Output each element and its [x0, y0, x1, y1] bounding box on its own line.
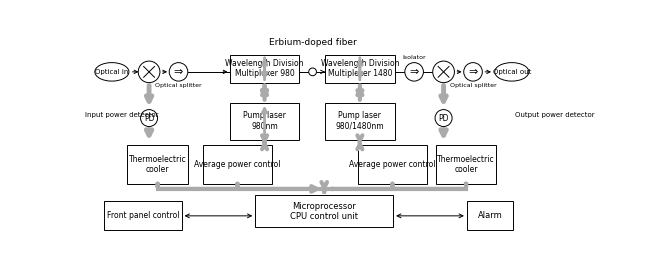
Bar — [230, 103, 299, 140]
Bar — [256, 195, 393, 227]
Text: PD: PD — [144, 113, 155, 123]
Text: Optical out: Optical out — [492, 69, 531, 75]
Text: ⇒: ⇒ — [174, 67, 183, 77]
Ellipse shape — [95, 63, 129, 81]
Text: Front panel control: Front panel control — [107, 211, 179, 220]
Ellipse shape — [435, 110, 452, 126]
Ellipse shape — [405, 63, 423, 81]
Text: Output power detector: Output power detector — [515, 112, 595, 118]
Bar — [104, 201, 182, 230]
Text: Average power control: Average power control — [349, 160, 435, 169]
Text: ⇒: ⇒ — [410, 67, 419, 77]
Bar — [203, 145, 272, 183]
Text: Wavelength Division
Multiplexer 1480: Wavelength Division Multiplexer 1480 — [321, 59, 399, 78]
Bar — [436, 145, 496, 183]
Bar — [230, 55, 299, 83]
Bar — [127, 145, 188, 183]
Text: Alarm: Alarm — [477, 211, 503, 220]
Text: Wavelength Division
Multiplexer 980: Wavelength Division Multiplexer 980 — [225, 59, 304, 78]
Text: Pump laser
980/1480nm: Pump laser 980/1480nm — [336, 111, 384, 131]
Bar — [358, 145, 426, 183]
Ellipse shape — [433, 61, 454, 83]
Ellipse shape — [138, 61, 160, 83]
Ellipse shape — [464, 63, 482, 81]
Text: Thermoelectric
cooler: Thermoelectric cooler — [437, 155, 495, 174]
Ellipse shape — [495, 63, 529, 81]
Text: Thermoelectric
cooler: Thermoelectric cooler — [129, 155, 186, 174]
Bar — [325, 103, 395, 140]
Text: Erbium-doped fiber: Erbium-doped fiber — [269, 38, 356, 47]
Text: PD: PD — [438, 113, 449, 123]
Bar — [325, 55, 395, 83]
Text: Optical splitter: Optical splitter — [450, 83, 496, 88]
Ellipse shape — [309, 68, 316, 76]
Text: Isolator: Isolator — [402, 55, 426, 60]
Text: Average power control: Average power control — [194, 160, 281, 169]
Ellipse shape — [140, 110, 158, 126]
Text: Microprocessor
CPU control unit: Microprocessor CPU control unit — [291, 202, 358, 221]
Text: ⇒: ⇒ — [468, 67, 477, 77]
Text: Input power detector: Input power detector — [85, 112, 159, 118]
Bar — [467, 201, 513, 230]
Text: Optical splitter: Optical splitter — [155, 83, 202, 88]
Text: Optical in: Optical in — [95, 69, 129, 75]
Ellipse shape — [170, 63, 188, 81]
Text: Pump laser
980nm: Pump laser 980nm — [243, 111, 286, 131]
